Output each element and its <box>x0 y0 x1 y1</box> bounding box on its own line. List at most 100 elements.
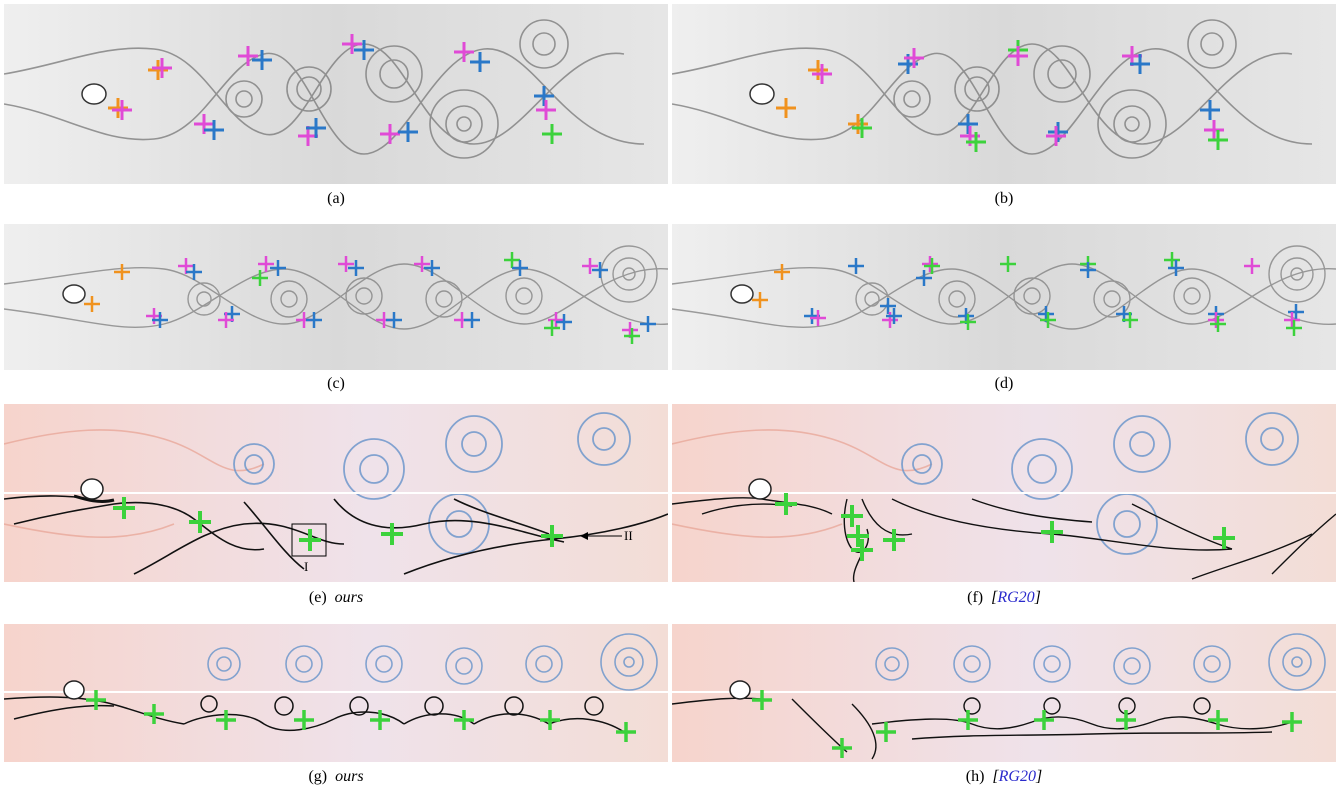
critical-point-marker <box>512 260 528 276</box>
flow-visualization-f <box>672 404 1336 582</box>
critical-point-marker <box>541 525 563 547</box>
critical-point-marker <box>464 312 480 328</box>
critical-point-marker <box>1210 316 1226 332</box>
critical-point-marker <box>398 122 418 142</box>
critical-point-marker <box>1204 120 1224 140</box>
critical-point-marker <box>540 710 560 730</box>
critical-point-marker <box>86 690 106 710</box>
critical-point-marker <box>810 310 826 326</box>
critical-point-marker <box>299 529 321 551</box>
critical-point-marker <box>454 42 474 62</box>
critical-point-marker <box>883 529 905 551</box>
critical-point-marker <box>424 260 440 276</box>
critical-point-marker <box>958 710 978 730</box>
critical-point-marker <box>470 52 490 72</box>
panel-g <box>4 624 668 762</box>
critical-point-marker <box>916 270 932 286</box>
caption-f-bracket-open: [ <box>991 589 998 606</box>
caption-e: (e) ours <box>308 589 364 606</box>
critical-point-marker <box>1048 122 1068 142</box>
highlight-box-i <box>291 523 327 557</box>
critical-point-marker <box>152 58 172 78</box>
critical-point-marker <box>774 264 790 280</box>
critical-point-marker <box>216 710 236 730</box>
panel-e: I II <box>4 404 668 582</box>
label-i: I <box>304 559 308 574</box>
critical-point-marker <box>848 114 868 134</box>
critical-point-marker <box>616 722 636 742</box>
critical-point-marker <box>1286 320 1302 336</box>
critical-point-marker <box>113 497 135 519</box>
critical-point-marker <box>306 118 326 138</box>
critical-point-marker <box>876 722 896 742</box>
critical-point-marker <box>1122 312 1138 328</box>
critical-point-marker <box>1168 260 1184 276</box>
caption-g-note: ours <box>335 768 364 785</box>
critical-point-marker <box>108 98 128 118</box>
critical-point-marker <box>1284 312 1300 328</box>
critical-point-marker <box>534 86 554 106</box>
caption-h-bracket-close: ] <box>1035 768 1043 785</box>
critical-point-marker <box>904 48 924 68</box>
citation-link-rg20-h[interactable]: RG20 <box>998 768 1036 785</box>
flow-visualization-b <box>672 4 1336 184</box>
critical-point-marker <box>238 46 258 66</box>
critical-point-marker <box>776 98 796 118</box>
critical-point-marker <box>252 50 272 70</box>
critical-point-marker <box>1008 46 1028 66</box>
critical-point-marker <box>808 60 828 80</box>
critical-point-marker <box>640 316 656 332</box>
citation-link-rg20[interactable]: RG20 <box>997 589 1035 606</box>
critical-point-marker <box>966 132 986 152</box>
critical-point-marker <box>1130 54 1150 74</box>
critical-point-marker <box>752 690 772 710</box>
critical-point-marker <box>186 264 202 280</box>
critical-point-marker <box>1040 312 1056 328</box>
critical-point-marker <box>1080 262 1096 278</box>
critical-point-marker <box>960 314 976 330</box>
flow-visualization-c <box>4 224 668 370</box>
caption-d: (d) <box>994 375 1014 392</box>
critical-point-marker <box>958 114 978 134</box>
critical-point-marker <box>924 258 940 274</box>
critical-point-marker <box>852 118 872 138</box>
panel-c <box>4 224 668 370</box>
critical-point-marker <box>354 40 374 60</box>
label-ii: II <box>624 528 633 543</box>
critical-point-marker <box>112 100 132 120</box>
critical-point-marker <box>306 312 322 328</box>
critical-point-marker <box>775 493 797 515</box>
caption-h-bracket-open: [ <box>992 768 999 785</box>
critical-point-marker <box>1000 256 1016 272</box>
critical-point-marker <box>1041 521 1063 543</box>
critical-point-marker <box>148 60 168 80</box>
panel-a <box>4 4 668 184</box>
critical-point-marker <box>370 710 390 730</box>
critical-point-marker <box>544 320 560 336</box>
flow-visualization-e: I II <box>4 404 668 582</box>
critical-point-marker <box>1208 130 1228 150</box>
flow-visualization-a <box>4 4 668 184</box>
critical-point-marker <box>342 34 362 54</box>
critical-point-marker <box>1208 312 1224 328</box>
critical-point-marker <box>218 312 234 328</box>
critical-point-marker <box>592 262 608 278</box>
caption-c: (c) <box>327 375 345 392</box>
caption-g: (g) ours <box>308 768 364 785</box>
caption-b: (b) <box>994 190 1014 207</box>
panel-d <box>672 224 1336 370</box>
critical-point-marker <box>294 710 314 730</box>
critical-point-marker <box>1046 126 1066 146</box>
critical-point-marker <box>258 256 274 272</box>
critical-point-marker <box>204 120 224 140</box>
critical-point-marker <box>414 256 430 272</box>
critical-point-marker <box>504 252 520 268</box>
critical-point-marker <box>338 256 354 272</box>
critical-point-marker <box>548 312 564 328</box>
critical-point-marker <box>114 264 130 280</box>
critical-point-marker <box>752 292 768 308</box>
critical-point-marker <box>832 738 852 758</box>
critical-point-marker <box>848 258 864 274</box>
critical-point-marker <box>880 298 896 314</box>
critical-point-marker <box>189 511 211 533</box>
